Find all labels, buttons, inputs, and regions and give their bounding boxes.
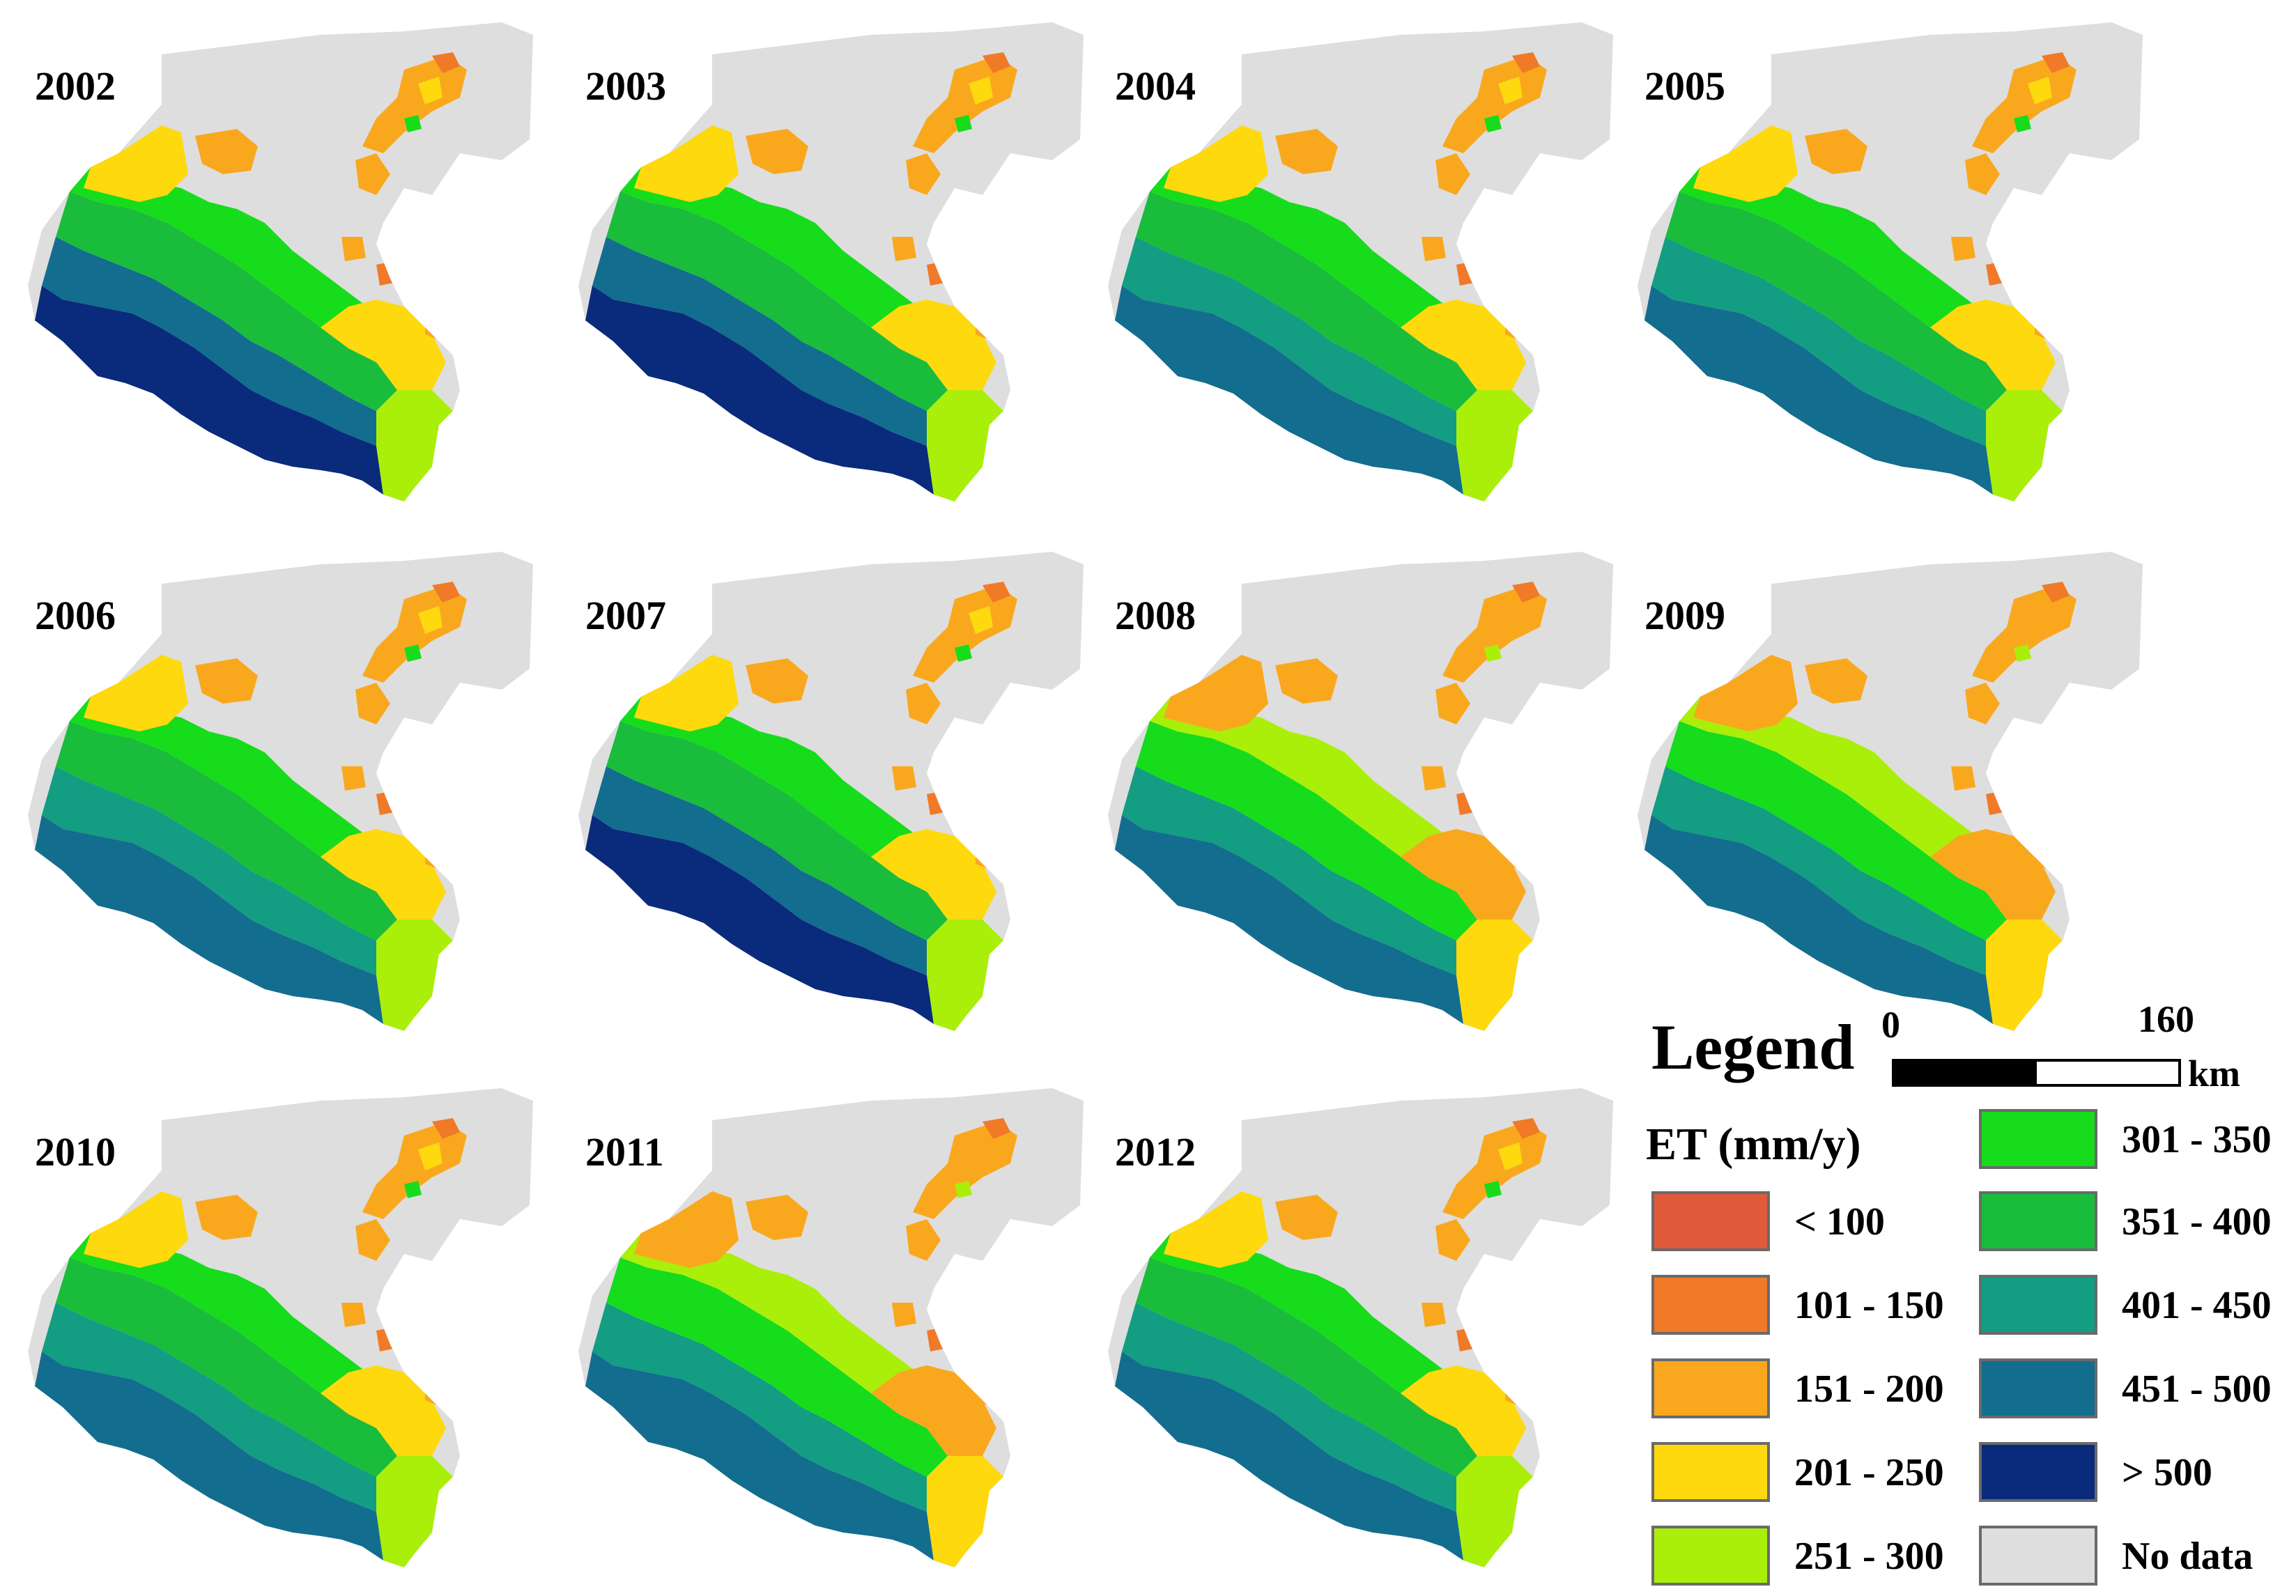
scale-unit-label: km (2188, 1053, 2241, 1094)
year-label: 2012 (1115, 1129, 1196, 1175)
et-map (1108, 22, 1613, 502)
legend: Legend 0 160 km ET (mm/y) < 100 101 - 150… (1631, 989, 2286, 1588)
legend-swatch (1979, 1442, 2097, 1502)
legend-swatch (1651, 1275, 1770, 1335)
et-map (28, 22, 533, 502)
year-label: 2010 (35, 1129, 116, 1175)
year-label: 2011 (585, 1129, 664, 1175)
map-panel-2002: 2002 (14, 14, 544, 516)
map-panel-2005: 2005 (1624, 14, 2153, 516)
year-label: 2003 (585, 63, 666, 109)
map-panel-2010: 2010 (14, 1080, 544, 1581)
legend-label: 351 - 400 (2122, 1200, 2272, 1244)
legend-swatch (1651, 1442, 1770, 1502)
legend-swatch (1979, 1275, 2097, 1335)
legend-swatch (1979, 1109, 2097, 1169)
legend-swatch (1979, 1358, 2097, 1418)
et-map (578, 552, 1084, 1031)
legend-label: 451 - 500 (2122, 1368, 2272, 1411)
year-label: 2007 (585, 593, 666, 638)
map-panel-2006: 2006 (14, 543, 544, 1045)
legend-swatch (1651, 1358, 1770, 1418)
legend-label: 301 - 350 (2122, 1118, 2272, 1161)
et-map (1108, 552, 1613, 1031)
legend-label: > 500 (2122, 1451, 2212, 1494)
year-label: 2006 (35, 593, 116, 638)
map-panel-2007: 2007 (564, 543, 1094, 1045)
et-map (1638, 22, 2143, 502)
year-label: 2008 (1115, 593, 1196, 638)
year-label: 2002 (35, 63, 116, 109)
map-panel-2011: 2011 (564, 1080, 1094, 1581)
et-variable-label: ET (mm/y) (1646, 1119, 1861, 1170)
legend-label: 201 - 250 (1794, 1451, 1944, 1494)
scale-start-label: 0 (1881, 1004, 1900, 1046)
scale-bar (1892, 1059, 2181, 1087)
et-map (28, 1088, 533, 1567)
legend-swatch (1979, 1526, 2097, 1586)
legend-title: Legend (1651, 1012, 1855, 1083)
legend-label: 151 - 200 (1794, 1368, 1944, 1411)
legend-label: 101 - 150 (1794, 1284, 1944, 1327)
map-panel-2012: 2012 (1094, 1080, 1624, 1581)
legend-label: No data (2122, 1535, 2253, 1578)
legend-label: 401 - 450 (2122, 1284, 2272, 1327)
year-label: 2009 (1644, 593, 1725, 638)
legend-label: < 100 (1794, 1200, 1885, 1244)
legend-swatch (1979, 1191, 2097, 1251)
legend-swatch (1651, 1526, 1770, 1586)
map-panel-2004: 2004 (1094, 14, 1624, 516)
legend-swatch (1651, 1191, 1770, 1251)
et-map (578, 22, 1084, 502)
map-panel-2003: 2003 (564, 14, 1094, 516)
et-map (1108, 1088, 1613, 1567)
map-panel-2008: 2008 (1094, 543, 1624, 1045)
year-label: 2005 (1644, 63, 1725, 109)
year-label: 2004 (1115, 63, 1196, 109)
map-panel-2009: 2009 (1624, 543, 2153, 1045)
legend-label: 251 - 300 (1794, 1535, 1944, 1578)
et-map (1638, 552, 2143, 1031)
et-map (28, 552, 533, 1031)
et-map (578, 1088, 1084, 1567)
scale-end-label: 160 (2138, 998, 2194, 1040)
